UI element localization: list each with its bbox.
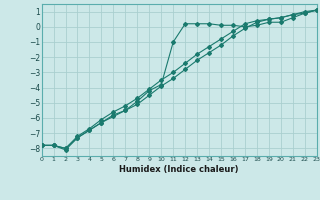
X-axis label: Humidex (Indice chaleur): Humidex (Indice chaleur) (119, 165, 239, 174)
